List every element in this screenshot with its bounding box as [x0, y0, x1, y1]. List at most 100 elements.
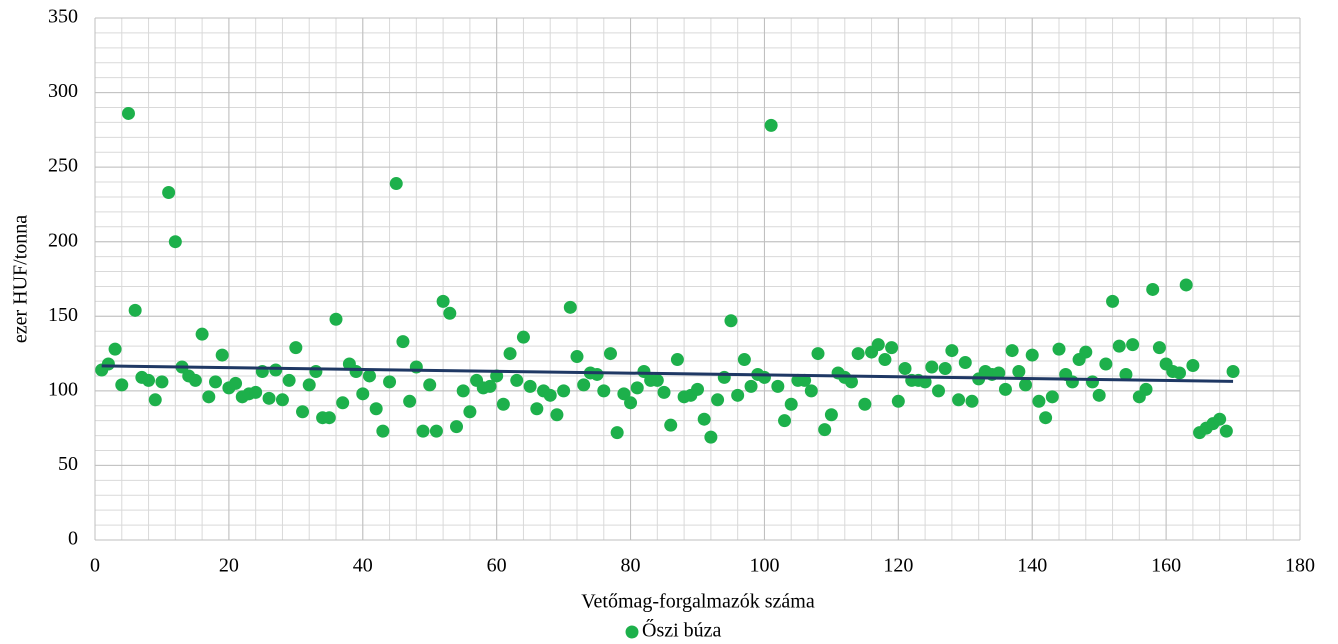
point: [1099, 357, 1113, 371]
point: [376, 424, 390, 438]
point: [1213, 412, 1227, 426]
point: [590, 367, 604, 381]
point: [784, 397, 798, 411]
point: [811, 347, 825, 361]
point: [844, 375, 858, 389]
x-tick-label: 0: [90, 555, 100, 577]
point: [209, 375, 222, 389]
x-tick-label: 160: [1151, 555, 1181, 577]
point: [757, 370, 771, 384]
point: [965, 394, 979, 408]
point: [389, 177, 403, 191]
point: [450, 420, 463, 434]
point: [1012, 364, 1026, 378]
point: [369, 402, 383, 416]
y-axis-label: ezer HUF/tonna: [10, 215, 32, 343]
x-tick-label: 40: [353, 555, 373, 577]
point: [1226, 364, 1240, 378]
point: [958, 356, 972, 370]
point: [1119, 367, 1133, 381]
point: [168, 235, 182, 249]
point: [932, 384, 945, 398]
point: [670, 353, 684, 367]
point: [503, 347, 517, 361]
point: [711, 393, 725, 407]
point: [108, 342, 122, 356]
point: [798, 373, 812, 387]
point: [1139, 382, 1153, 396]
legend-marker: [625, 625, 639, 639]
point: [871, 338, 885, 352]
point: [296, 405, 310, 419]
point: [443, 306, 457, 320]
point: [456, 384, 470, 398]
point: [1019, 378, 1033, 392]
point: [731, 388, 745, 402]
y-tick-label: 150: [48, 304, 78, 326]
point: [1079, 345, 1093, 359]
point: [1005, 344, 1019, 358]
point: [610, 426, 624, 440]
point: [101, 357, 115, 371]
point: [697, 412, 711, 426]
point: [804, 384, 818, 398]
point: [563, 300, 577, 314]
point: [142, 373, 156, 387]
point: [878, 353, 892, 367]
trend-line: [101, 364, 1234, 383]
point: [523, 379, 537, 393]
point: [115, 378, 129, 392]
point: [396, 335, 410, 349]
legend-label: Őszi búza: [642, 618, 722, 642]
point: [650, 373, 664, 387]
point: [630, 381, 644, 395]
point: [577, 378, 591, 392]
point: [1152, 341, 1166, 355]
point: [1052, 342, 1066, 356]
y-tick-label: 100: [48, 378, 78, 400]
point: [898, 361, 912, 375]
x-tick-label: 140: [1017, 555, 1047, 577]
point: [329, 312, 343, 326]
y-tick-label: 250: [48, 155, 78, 177]
point: [349, 364, 363, 378]
point: [302, 378, 316, 392]
point: [1025, 348, 1039, 362]
point: [1219, 424, 1233, 438]
point: [195, 327, 209, 341]
point: [858, 397, 872, 411]
point: [336, 396, 350, 410]
point: [851, 347, 865, 361]
point: [557, 384, 571, 398]
point: [1146, 282, 1160, 296]
point: [1085, 375, 1099, 389]
point: [155, 375, 169, 389]
point: [998, 382, 1012, 396]
point: [309, 364, 323, 378]
point: [510, 373, 524, 387]
point: [322, 411, 336, 425]
point: [737, 353, 751, 367]
point: [202, 390, 216, 404]
point: [429, 424, 443, 438]
point: [1106, 294, 1120, 308]
point: [362, 369, 376, 383]
point: [764, 118, 778, 132]
x-tick-label: 120: [883, 555, 913, 577]
point: [269, 363, 283, 377]
point: [148, 393, 162, 407]
point: [121, 106, 135, 120]
x-tick-label: 60: [487, 555, 507, 577]
point: [603, 347, 617, 361]
point: [496, 397, 510, 411]
point: [1092, 388, 1106, 402]
x-tick-label: 20: [219, 555, 239, 577]
point: [952, 393, 966, 407]
point: [262, 391, 276, 405]
x-tick-label: 80: [621, 555, 641, 577]
point: [938, 361, 952, 375]
point: [543, 388, 557, 402]
point: [570, 350, 584, 364]
point: [885, 341, 899, 355]
